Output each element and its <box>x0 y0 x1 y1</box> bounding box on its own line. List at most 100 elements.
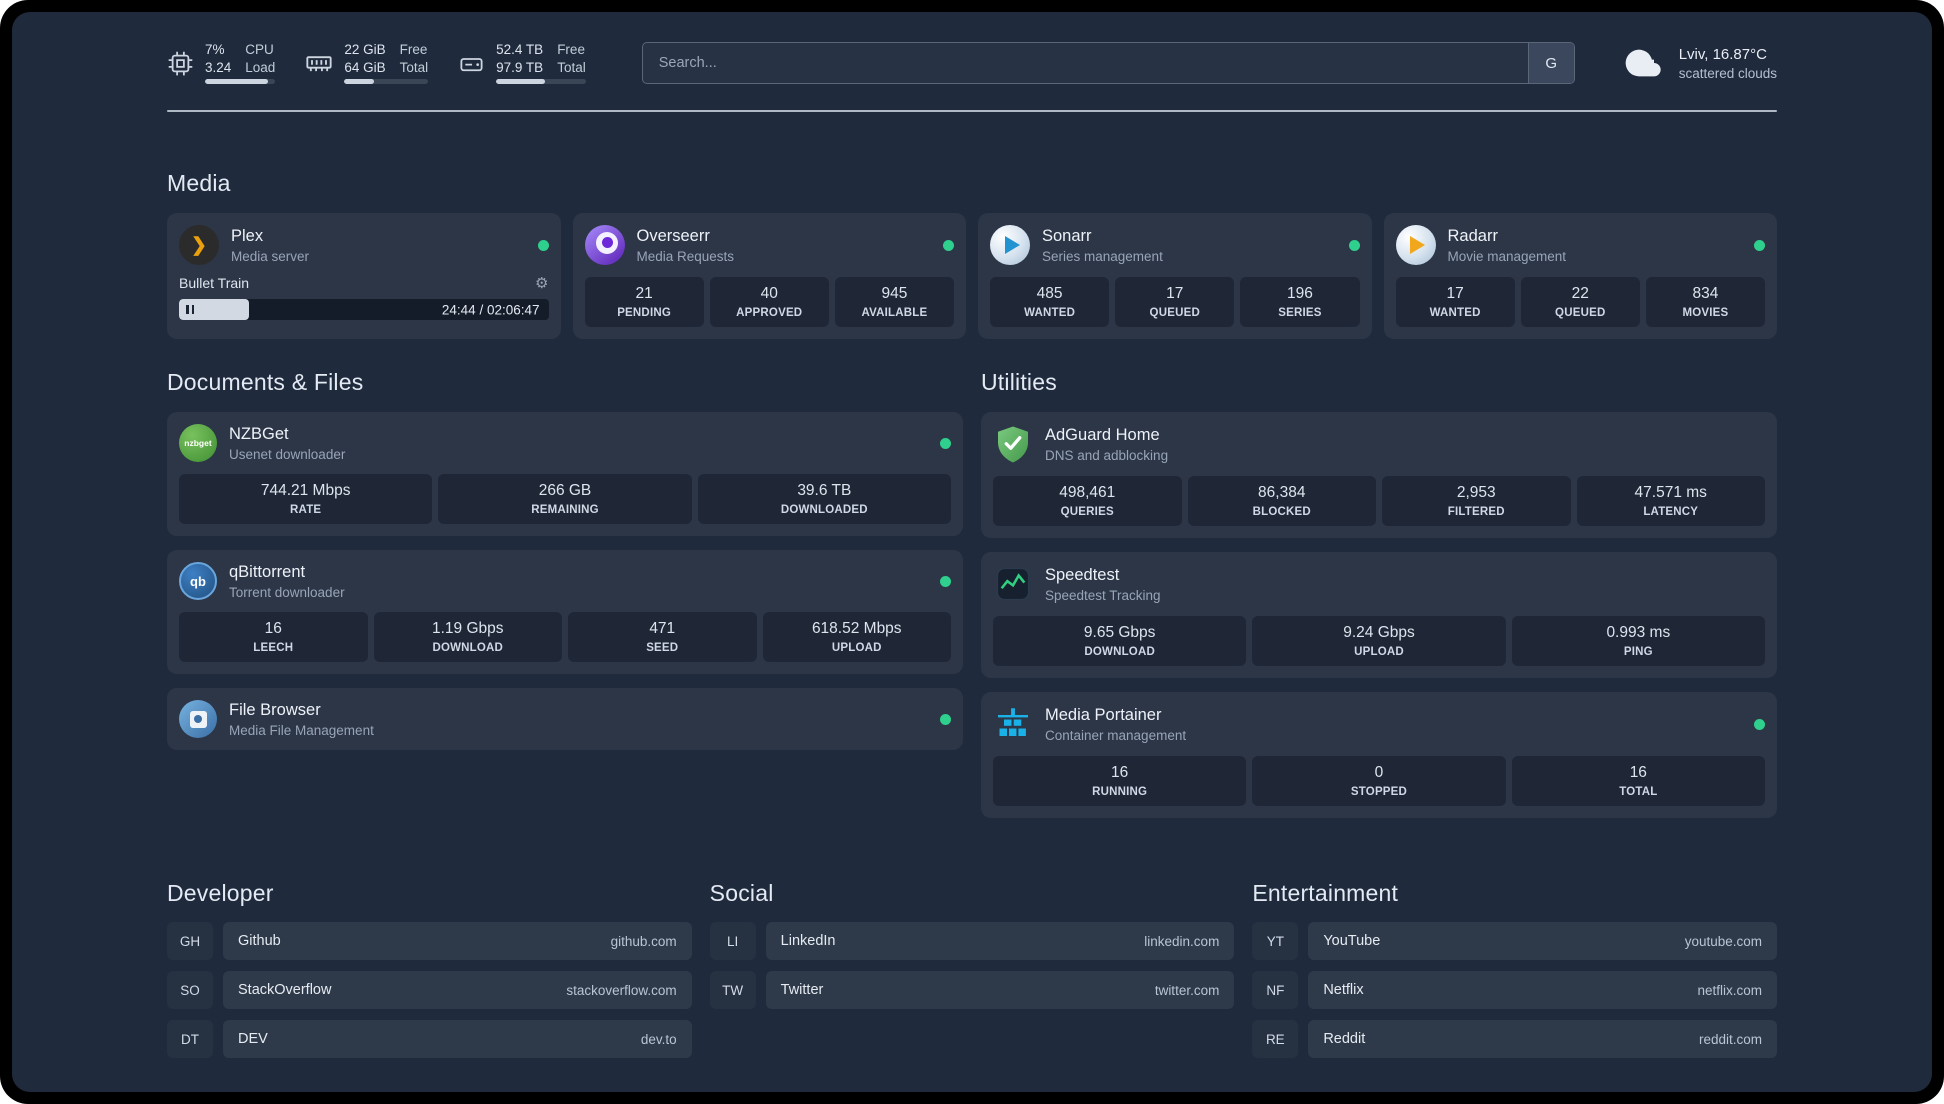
section-title-entertainment: Entertainment <box>1252 880 1399 906</box>
stat-value: 744.21 Mbps <box>260 482 351 499</box>
stat-value: 40 <box>760 285 778 302</box>
bookmark-reddit[interactable]: RE Reddit reddit.com <box>1252 1020 1777 1058</box>
stat-wanted: 485 WANTED <box>990 277 1110 327</box>
bookmark-twitter[interactable]: TW Twitter twitter.com <box>710 971 1235 1009</box>
service-name: Radarr <box>1447 226 1498 245</box>
speedtest-icon <box>993 564 1033 604</box>
disk-total-label: Total <box>557 60 586 75</box>
stat-value: 22 <box>1571 285 1589 302</box>
bookmark-abbr: SO <box>167 971 213 1009</box>
bookmark-url: github.com <box>610 933 677 949</box>
service-card-sonarr[interactable]: Sonarr Series management 485 WANTED 17 Q… <box>978 213 1372 339</box>
status-dot <box>1754 239 1765 251</box>
status-dot <box>940 713 951 725</box>
service-card-radarr[interactable]: Radarr Movie management 17 WANTED 22 QUE… <box>1383 213 1777 339</box>
stat-label: SEED <box>646 642 679 654</box>
bookmark-url: twitter.com <box>1154 982 1220 998</box>
bookmark-name: Twitter <box>780 982 824 998</box>
gear-icon[interactable]: ⚙ <box>535 274 549 292</box>
service-desc: Speedtest Tracking <box>1045 587 1161 603</box>
weather-widget[interactable]: Lviv, 16.87°C scattered clouds <box>1621 43 1777 83</box>
bookmark-url: stackoverflow.com <box>566 982 677 998</box>
stat-available: 945 AVAILABLE <box>834 277 955 327</box>
service-card-speedtest[interactable]: Speedtest Speedtest Tracking 9.65 Gbps D… <box>981 552 1777 678</box>
service-name: Sonarr <box>1042 226 1092 245</box>
service-card-nzbget[interactable]: nzbget NZBGet Usenet downloader 744.21 M… <box>167 412 963 536</box>
bookmark-abbr: RE <box>1252 1020 1298 1058</box>
bookmark-netflix[interactable]: NF Netflix netflix.com <box>1252 971 1777 1009</box>
stat-value: 17 <box>1446 285 1464 302</box>
stat-value: 485 <box>1036 285 1063 302</box>
service-card-adguard[interactable]: AdGuard Home DNS and adblocking 498,461 … <box>981 412 1777 538</box>
bookmark-stackoverflow[interactable]: SO StackOverflow stackoverflow.com <box>167 971 692 1009</box>
stat-upload: 618.52 Mbps UPLOAD <box>762 612 951 662</box>
status-dot <box>1754 718 1765 730</box>
stat-value: 498,461 <box>1059 484 1116 501</box>
bookmark-name: LinkedIn <box>780 933 836 949</box>
stat-label: PENDING <box>617 307 671 319</box>
service-desc: Usenet downloader <box>229 446 346 462</box>
portainer-icon <box>993 704 1033 744</box>
section-title-documents: Documents & Files <box>167 369 364 395</box>
memory-icon <box>306 56 332 72</box>
bookmark-name: YouTube <box>1323 933 1381 949</box>
pause-icon[interactable] <box>186 305 194 314</box>
now-playing-title: Bullet Train <box>179 275 250 291</box>
stat-filtered: 2,953 FILTERED <box>1382 476 1571 526</box>
disk-free: 52.4 TB <box>496 42 544 57</box>
disk-widget: 52.4 TB 97.9 TB Free Total <box>458 42 586 84</box>
bookmark-linkedin[interactable]: LI LinkedIn linkedin.com <box>710 922 1235 960</box>
search-input[interactable] <box>642 43 1528 83</box>
stat-label: UPLOAD <box>1354 646 1404 658</box>
bookmark-url: netflix.com <box>1697 982 1762 998</box>
search-bar: G <box>641 42 1575 84</box>
service-card-filebrowser[interactable]: File Browser Media File Management <box>167 688 963 750</box>
service-desc: Media File Management <box>229 722 374 738</box>
stat-queries: 498,461 QUERIES <box>993 476 1182 526</box>
service-name: qBittorrent <box>229 562 306 581</box>
section-media: Media ❯ Plex Media server Bullet Tr <box>167 170 1777 339</box>
bookmark-abbr: LI <box>710 922 756 960</box>
service-desc: DNS and adblocking <box>1045 447 1169 463</box>
bookmark-dev[interactable]: DT DEV dev.to <box>167 1020 692 1058</box>
bookmark-name: StackOverflow <box>238 982 332 998</box>
stat-download: 9.65 Gbps DOWNLOAD <box>993 616 1247 666</box>
service-name: NZBGet <box>229 424 289 443</box>
stat-value: 16 <box>264 620 282 637</box>
bookmark-abbr: YT <box>1252 922 1298 960</box>
stat-value: 196 <box>1286 285 1313 302</box>
stat-label: WANTED <box>1429 307 1481 319</box>
disk-free-label: Free <box>557 42 585 57</box>
service-name: File Browser <box>229 700 321 719</box>
bookmark-name: Netflix <box>1323 982 1364 998</box>
service-name: Media Portainer <box>1045 705 1162 724</box>
stat-label: BLOCKED <box>1252 506 1311 518</box>
qbittorrent-icon: qb <box>179 562 217 600</box>
bookmark-url: dev.to <box>640 1031 677 1047</box>
nzbget-icon: nzbget <box>179 424 217 462</box>
stat-value: 471 <box>649 620 676 637</box>
service-card-qbittorrent[interactable]: qb qBittorrent Torrent downloader 16 <box>167 550 963 674</box>
service-desc: Torrent downloader <box>229 584 345 600</box>
cpu-icon <box>168 51 193 75</box>
bookmark-github[interactable]: GH Github github.com <box>167 922 692 960</box>
service-card-plex[interactable]: ❯ Plex Media server Bullet Train ⚙ <box>167 213 561 339</box>
playback-progress-bar[interactable]: 24:44 / 02:06:47 <box>179 299 549 320</box>
memory-usage-bar <box>344 79 429 84</box>
bookmark-youtube[interactable]: YT YouTube youtube.com <box>1252 922 1777 960</box>
stat-leech: 16 LEECH <box>179 612 368 662</box>
sonarr-icon <box>990 225 1030 265</box>
bookmark-abbr: TW <box>710 971 756 1009</box>
service-card-portainer[interactable]: Media Portainer Container management 16 … <box>981 692 1777 818</box>
service-card-overseerr[interactable]: Overseerr Media Requests 21 PENDING 40 A… <box>572 213 966 339</box>
bookmark-name: Reddit <box>1323 1031 1366 1047</box>
search-provider-button[interactable]: G <box>1527 43 1574 83</box>
service-desc: Series management <box>1042 248 1163 264</box>
bookmark-abbr: GH <box>167 922 213 960</box>
stat-upload: 9.24 Gbps UPLOAD <box>1252 616 1506 666</box>
stat-value: 618.52 Mbps <box>811 620 902 637</box>
status-dot <box>943 239 954 251</box>
stat-pending: 21 PENDING <box>584 277 704 327</box>
status-dot <box>940 437 951 449</box>
